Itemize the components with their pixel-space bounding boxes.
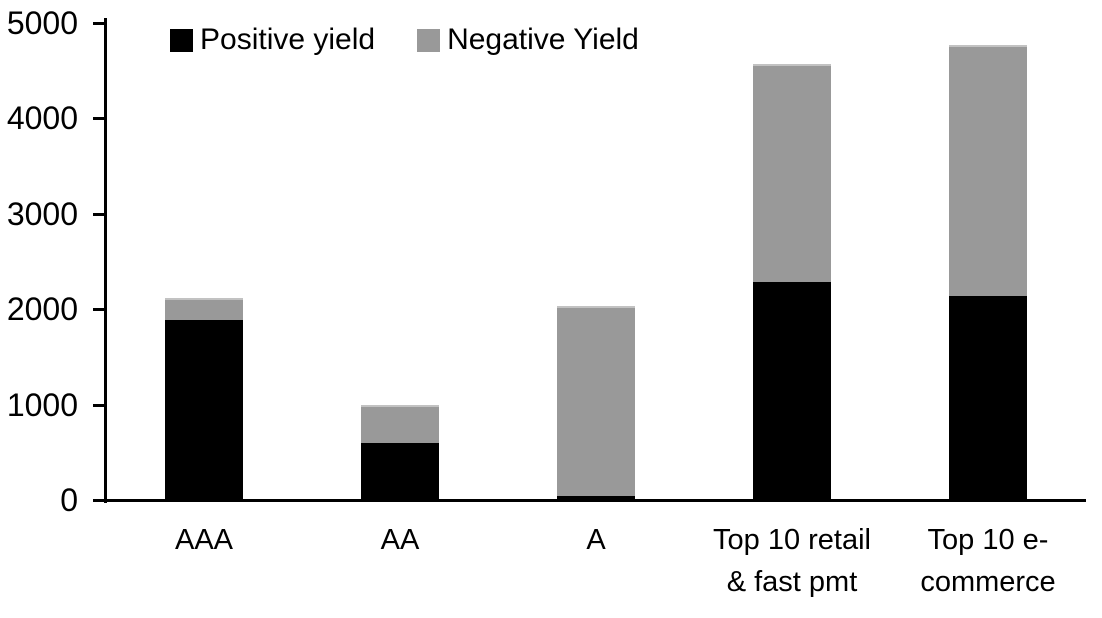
y-tick-label-4000: 4000: [6, 100, 78, 137]
legend-swatch-negative-icon: [417, 28, 441, 52]
bar-aa: [361, 404, 439, 500]
x-axis-label-top-10-retail-fast-pmt: Top 10 retail & fast pmt: [713, 524, 871, 598]
bar-top-10-e-commerce-negative-segment: [949, 44, 1027, 296]
legend: Positive yield Negative Yield: [170, 23, 639, 57]
y-tick-5000: [93, 22, 106, 25]
bar-aa-positive-segment: [361, 442, 439, 500]
y-axis-line: [104, 18, 107, 503]
y-tick-1000: [93, 403, 106, 407]
x-axis-label-aa: AA: [380, 524, 420, 556]
legend-swatch-positive-icon: [170, 28, 193, 52]
bar-aaa-positive-segment: [165, 319, 243, 500]
x-axis-label-top-10-e-commerce: Top 10 e-commerce: [920, 524, 1056, 598]
bar-a: [557, 306, 635, 500]
bar-a-positive-segment: [557, 496, 635, 500]
bar-a-negative-segment: [557, 306, 635, 497]
y-tick-label-3000: 3000: [6, 195, 78, 232]
x-axis-label-aaa: AAA: [174, 524, 234, 556]
bar-aa-negative-segment: [361, 404, 439, 443]
legend-label-negative-yield: Negative Yield: [447, 23, 639, 56]
legend-item-positive-yield: Positive yield: [170, 23, 375, 57]
bar-top-10-retail-fast-pmt-negative-segment: [753, 64, 831, 282]
y-tick-label-5000: 5000: [6, 5, 78, 41]
y-tick-label-0: 0: [60, 482, 78, 518]
legend-item-negative-yield: Negative Yield: [417, 23, 639, 57]
y-tick-label-2000: 2000: [6, 291, 78, 328]
bar-top-10-e-commerce-positive-segment: [949, 295, 1027, 500]
x-axis-label-a: A: [586, 524, 606, 556]
legend-label-positive-yield: Positive yield: [200, 23, 376, 56]
x-axis-line: [93, 499, 1086, 502]
bar-top-10-e-commerce: [949, 44, 1027, 500]
bar-top-10-retail-fast-pmt-positive-segment: [753, 281, 831, 500]
y-tick-2000: [93, 308, 106, 312]
bar-top-10-retail-fast-pmt: [753, 64, 831, 500]
bar-aaa-negative-segment: [165, 297, 243, 320]
y-tick-3000: [93, 212, 106, 216]
bar-aaa: [165, 297, 243, 500]
y-tick-4000: [93, 117, 106, 121]
y-tick-label-1000: 1000: [6, 386, 78, 423]
